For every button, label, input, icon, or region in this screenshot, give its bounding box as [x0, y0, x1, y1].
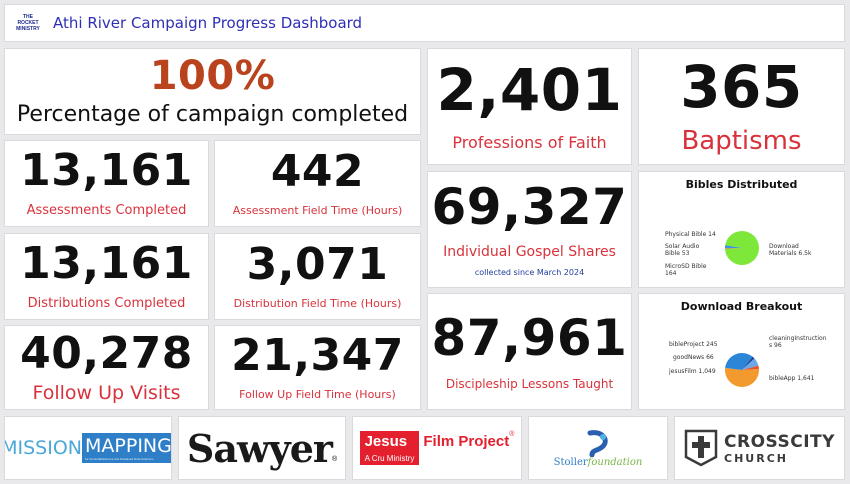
mission-mapping-logo: MISSION MAPPING for the Establishment an…: [4, 416, 172, 480]
pie-label-goodnews: goodNews 66: [673, 354, 714, 361]
professions-value: 2,401: [436, 56, 623, 124]
stoller-foundation-logo: Stollerfoundation: [528, 416, 668, 480]
bibles-pie-chart: [725, 231, 759, 265]
discipleship-value: 87,961: [431, 308, 628, 367]
pie-label-download-materials: Download Materials 6.5k: [769, 243, 812, 257]
download-chart-card: Download Breakout bibleProject 245 goodN…: [638, 293, 845, 410]
pie-slice-download-materials: [725, 231, 759, 265]
followup-time-card: 21,347 Follow Up Field Time (Hours): [214, 325, 421, 410]
pie-label-cleaning-instructions: cleaningInstructions 96: [769, 335, 827, 349]
download-chart-title: Download Breakout: [680, 300, 803, 313]
baptisms-value: 365: [680, 52, 803, 121]
pie-slice-solar-audio-bible: [725, 247, 742, 249]
followup-time-label: Follow Up Field Time (Hours): [239, 388, 396, 401]
pie-label-jesusfilm: jesusFilm 1,049: [669, 368, 716, 375]
distributions-label: Distributions Completed: [27, 296, 186, 311]
dashboard-header: THE ROCKET MINISTRY Athi River Campaign …: [4, 4, 845, 42]
campaign-label: Percentage of campaign completed: [16, 102, 409, 127]
followups-value: 40,278: [20, 327, 193, 379]
professions-label: Professions of Faith: [452, 133, 607, 152]
assessments-value: 13,161: [20, 145, 193, 196]
pie-slice-microsd-bible: [725, 245, 742, 248]
campaign-card: 100% Percentage of campaign completed: [4, 48, 421, 135]
pie-slice-bibleproject: [742, 358, 759, 370]
followup-time-value: 21,347: [231, 330, 404, 381]
distributions-card: 13,161 Distributions Completed: [4, 233, 209, 320]
bibles-chart-card: Bibles Distributed Physical Bible 14 Sol…: [638, 171, 845, 288]
download-pie-chart: [725, 353, 759, 387]
bibles-chart-title: Bibles Distributed: [685, 178, 798, 191]
distribution-time-label: Distribution Field Time (Hours): [233, 297, 402, 310]
stoller-icon: [587, 429, 608, 457]
assessment-time-label: Assessment Field Time (Hours): [232, 204, 403, 217]
crosscity-church-logo: CROSSCITY CHURCH: [674, 416, 845, 480]
discipleship-card: 87,961 Discipleship Lessons Taught: [427, 293, 632, 410]
distribution-time-value: 3,071: [246, 239, 389, 290]
page-title: Athi River Campaign Progress Dashboard: [53, 14, 363, 32]
gospel-value: 69,327: [431, 178, 628, 236]
baptisms-label: Baptisms: [681, 125, 802, 156]
jesus-film-logo: Jesus A Cru Ministry Film Project ®: [352, 416, 522, 480]
campaign-percentage: 100%: [149, 53, 276, 99]
pie-label-microsd-bible: MicroSD Bible 164: [665, 263, 707, 277]
pie-slice-goodnews: [742, 356, 755, 370]
pie-label-physical-bible: Physical Bible 14: [665, 231, 716, 238]
assessments-label: Assessments Completed: [26, 203, 187, 218]
pie-slice-bibleapp: [725, 367, 759, 387]
distributions-value: 13,161: [20, 238, 193, 289]
assessment-time-value: 442: [270, 146, 365, 197]
pie-label-bibleproject: bibleProject 245: [669, 341, 718, 348]
pie-label-solar-audio-bible: Solar Audio Bible 53: [665, 243, 700, 257]
cross-shield-icon: [684, 429, 718, 467]
pie-label-bibleapp: bibleApp 1,641: [769, 375, 815, 382]
gospel-note: collected since March 2024: [474, 268, 585, 277]
distribution-time-card: 3,071 Distribution Field Time (Hours): [214, 233, 421, 320]
professions-card: 2,401 Professions of Faith: [427, 48, 632, 165]
followups-card: 40,278 Follow Up Visits: [4, 325, 209, 410]
ministry-logo: THE ROCKET MINISTRY: [16, 14, 40, 32]
followups-label: Follow Up Visits: [32, 381, 181, 404]
pie-slice-jesusfilm: [725, 353, 753, 370]
baptisms-card: 365 Baptisms: [638, 48, 845, 165]
assessment-time-card: 442 Assessment Field Time (Hours): [214, 140, 421, 227]
pie-slice-physical-bible: [725, 248, 742, 249]
discipleship-label: Discipleship Lessons Taught: [445, 376, 614, 391]
assessments-card: 13,161 Assessments Completed: [4, 140, 209, 227]
gospel-label: Individual Gospel Shares: [443, 244, 616, 260]
pie-slice-cleaninginstructions: [742, 365, 759, 370]
gospel-card: 69,327 Individual Gospel Shares collecte…: [427, 171, 632, 288]
sawyer-logo: Sawyer ®: [178, 416, 346, 480]
